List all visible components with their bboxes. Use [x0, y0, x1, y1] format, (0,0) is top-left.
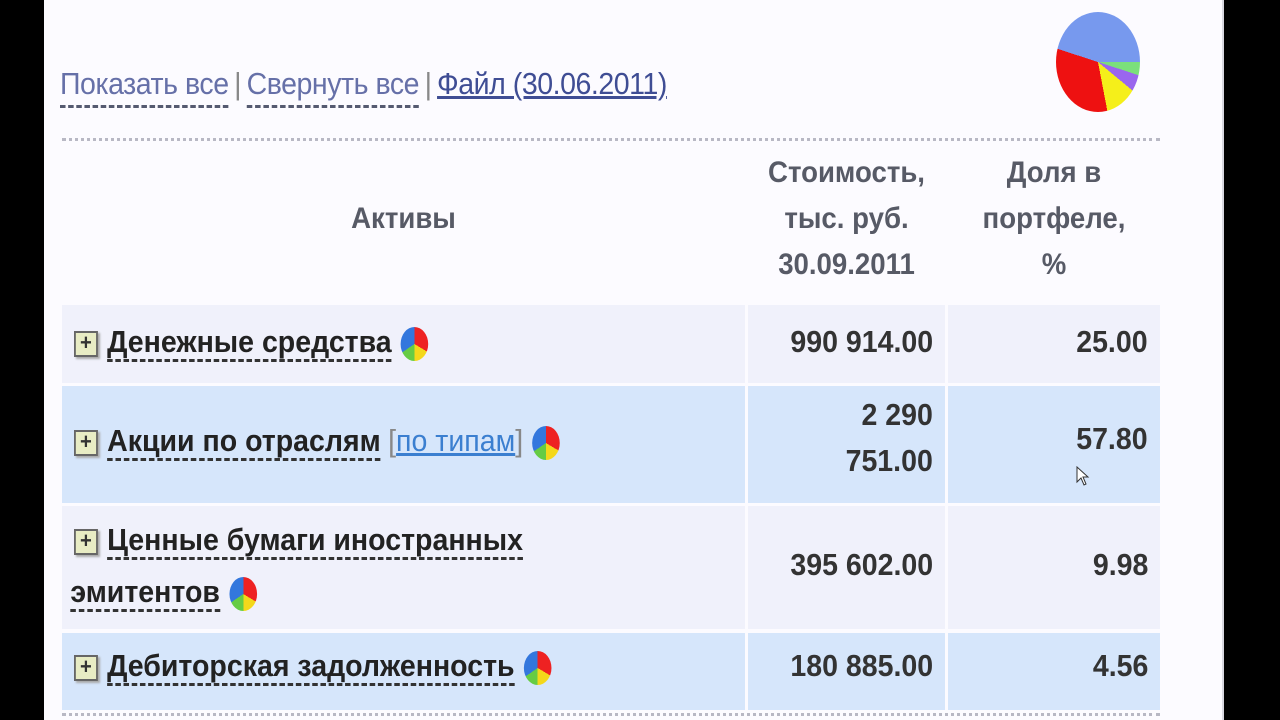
cell-asset: + Ценные бумаги иностранных эмитентов [62, 506, 745, 629]
asset-link[interactable]: Ценные бумаги иностранных [107, 522, 523, 560]
toolbar-links: Показать все | Свернуть все | Файл (30.06.20… [60, 66, 667, 108]
asset-name: + Акции по отраслям [по типам] [74, 416, 560, 466]
cell-share: 9.98 [948, 506, 1160, 629]
cell-value: 395 602.00 [748, 506, 945, 629]
pie-chart-icon[interactable] [523, 650, 552, 685]
share: 4.56 [1092, 648, 1148, 683]
table-row: + Дебиторская задолженность 180 885.00 4.… [62, 633, 1160, 710]
asset-link[interactable]: Денежные средства [107, 324, 392, 362]
by-type: [по типам] [388, 423, 524, 458]
header-share: Доля в портфеле, % [956, 150, 1151, 288]
mouse-cursor-icon [1076, 466, 1090, 486]
value: 395 602.00 [790, 547, 933, 582]
cell-value: 2 290 751.00 [748, 386, 945, 503]
share: 57.80 [1076, 421, 1148, 456]
divider [62, 713, 1160, 716]
cell-value: 990 914.00 [748, 305, 945, 383]
table-row: + Денежные средства 990 914.00 25.00 [62, 305, 1160, 383]
header-value-line: 30.09.2011 [778, 248, 915, 281]
cell-share: 25.00 [948, 305, 1160, 383]
header-share-line: Доля в [1006, 156, 1102, 189]
asset-name: + Денежные средства [74, 317, 429, 367]
pie-chart-icon[interactable] [400, 326, 429, 361]
asset-link[interactable]: Дебиторская задолженность [107, 648, 515, 686]
value-line: 2 290 [861, 397, 933, 432]
header-value: Стоимость, тыс. руб. 30.09.2011 [756, 150, 937, 288]
separator: | [424, 66, 432, 101]
header-share-line: портфеле, [982, 202, 1126, 235]
show-all-link[interactable]: Показать все [60, 66, 229, 108]
collapse-all-link[interactable]: Свернуть все [246, 66, 420, 108]
header-assets: Активы [351, 202, 456, 235]
cell-share: 57.80 [948, 386, 1160, 503]
header-value-line: тыс. руб. [784, 202, 909, 235]
pie-chart-icon[interactable] [532, 425, 560, 460]
cell-asset: + Акции по отраслям [по типам] [62, 386, 745, 503]
share: 9.98 [1092, 547, 1148, 582]
asset-link[interactable]: эмитентов [70, 574, 220, 612]
value: 990 914.00 [790, 324, 933, 359]
separator: | [234, 66, 242, 101]
cell-share: 4.56 [948, 633, 1160, 710]
header-value-line: Стоимость, [768, 156, 925, 189]
plus-box-icon[interactable]: + [74, 429, 98, 456]
page: Показать все | Свернуть все | Файл (30.06.20… [44, 0, 1224, 720]
header-share-line: % [1041, 248, 1067, 281]
table-row: + Акции по отраслям [по типам] 2 290 751.00… [62, 386, 1160, 503]
by-type-link[interactable]: по типам [396, 423, 516, 458]
table-row: + Ценные бумаги иностранных эмитентов 395… [62, 506, 1160, 629]
asset-name: + Дебиторская задолженность [74, 641, 552, 691]
portfolio-pie-chart-icon[interactable] [1056, 12, 1140, 112]
value-line: 751.00 [845, 443, 933, 478]
value: 2 290 751.00 [846, 392, 933, 484]
cell-asset: + Денежные средства [62, 305, 745, 383]
file-link[interactable]: Файл (30.06.2011) [437, 66, 667, 101]
share: 25.00 [1076, 324, 1148, 359]
plus-box-icon[interactable]: + [74, 654, 98, 681]
plus-box-icon[interactable]: + [74, 528, 98, 555]
cell-asset: + Дебиторская задолженность [62, 633, 745, 710]
pie-chart-icon[interactable] [229, 576, 257, 611]
cell-value: 180 885.00 [748, 633, 945, 710]
asset-name: + Ценные бумаги иностранных эмитентов [70, 514, 523, 618]
value: 180 885.00 [790, 648, 933, 683]
divider [62, 138, 1160, 141]
plus-box-icon[interactable]: + [74, 330, 98, 357]
asset-link[interactable]: Акции по отраслям [107, 423, 381, 461]
